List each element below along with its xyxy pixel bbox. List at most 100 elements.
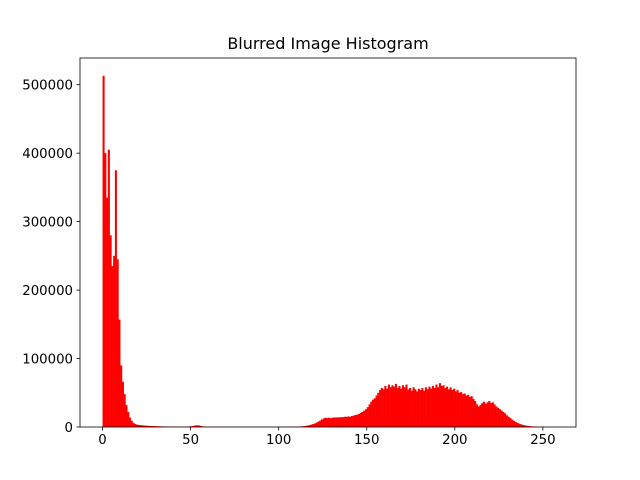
bar	[120, 365, 123, 427]
bar	[527, 425, 530, 427]
bar	[315, 422, 318, 427]
x-tick-label: 150	[354, 433, 379, 448]
bar	[336, 417, 339, 427]
bar	[345, 416, 348, 427]
bar	[391, 385, 394, 427]
bar	[104, 153, 107, 428]
bar	[519, 424, 523, 427]
bar	[497, 407, 500, 427]
bar	[361, 411, 364, 427]
bar	[456, 390, 459, 427]
bar	[488, 400, 491, 427]
bar	[525, 425, 528, 427]
bar	[357, 413, 361, 427]
bar	[458, 392, 461, 427]
bar	[370, 401, 373, 427]
bar	[421, 387, 424, 427]
y-tick-label: 200000	[22, 284, 73, 299]
bar	[155, 426, 158, 427]
bar	[380, 387, 383, 427]
bar	[310, 424, 313, 427]
bar	[472, 398, 475, 427]
bar	[493, 404, 496, 427]
bar	[340, 417, 343, 427]
bar	[394, 383, 397, 427]
bar	[144, 425, 147, 427]
bar	[320, 419, 324, 427]
bar	[505, 415, 508, 427]
bar	[350, 416, 353, 427]
bar	[523, 425, 526, 427]
bar	[113, 255, 116, 427]
bar	[303, 426, 306, 427]
bar	[438, 383, 442, 427]
bar	[440, 385, 443, 427]
bar	[109, 235, 112, 427]
bar	[379, 390, 382, 427]
bar	[127, 411, 130, 427]
bar	[435, 384, 438, 427]
bar	[197, 425, 200, 427]
bar	[136, 424, 139, 427]
bar	[354, 415, 357, 427]
bar	[306, 425, 309, 427]
bar	[359, 412, 362, 427]
bar	[481, 403, 484, 427]
plot-frame	[79, 57, 577, 428]
bar	[322, 418, 325, 427]
bar	[116, 259, 119, 427]
bar	[366, 407, 369, 427]
x-tick-label: 250	[530, 433, 555, 448]
bar	[461, 394, 464, 427]
bar	[463, 393, 466, 427]
bar	[412, 387, 415, 427]
bar	[123, 394, 126, 427]
y-tick-label: 500000	[22, 79, 73, 94]
bar	[118, 319, 121, 427]
bar	[528, 426, 531, 427]
y-tick-label: 0	[65, 421, 73, 436]
bar	[428, 386, 431, 427]
bar	[195, 425, 198, 427]
bar	[474, 400, 477, 427]
bar	[382, 389, 385, 427]
bar	[484, 403, 487, 427]
bar	[130, 420, 133, 427]
bar	[446, 386, 449, 427]
bar	[326, 418, 329, 427]
bar	[454, 391, 457, 427]
bar	[190, 426, 193, 427]
bar	[490, 403, 493, 427]
bar	[128, 417, 132, 427]
bar	[437, 387, 440, 427]
bar	[405, 384, 408, 427]
bar	[333, 417, 336, 427]
bar	[393, 386, 396, 427]
x-tick-label: 50	[182, 433, 199, 448]
x-tick-label: 0	[98, 433, 106, 448]
bar	[498, 409, 501, 427]
bar	[491, 402, 494, 427]
bar	[495, 406, 498, 427]
bar	[407, 389, 410, 427]
bar	[396, 387, 399, 427]
bar	[342, 417, 345, 427]
bar	[125, 405, 128, 427]
y-tick-label: 300000	[22, 216, 73, 231]
bar	[470, 396, 473, 427]
chart-title: Blurred Image Histogram	[227, 34, 428, 53]
bar	[352, 415, 355, 427]
bar	[132, 422, 135, 427]
bar	[512, 420, 516, 427]
bar	[331, 417, 334, 427]
bar	[363, 410, 366, 427]
bar	[502, 411, 505, 427]
bar	[373, 398, 376, 427]
bar	[516, 422, 519, 427]
bar	[444, 387, 447, 427]
x-tick-label: 100	[266, 433, 291, 448]
bar	[511, 419, 514, 427]
